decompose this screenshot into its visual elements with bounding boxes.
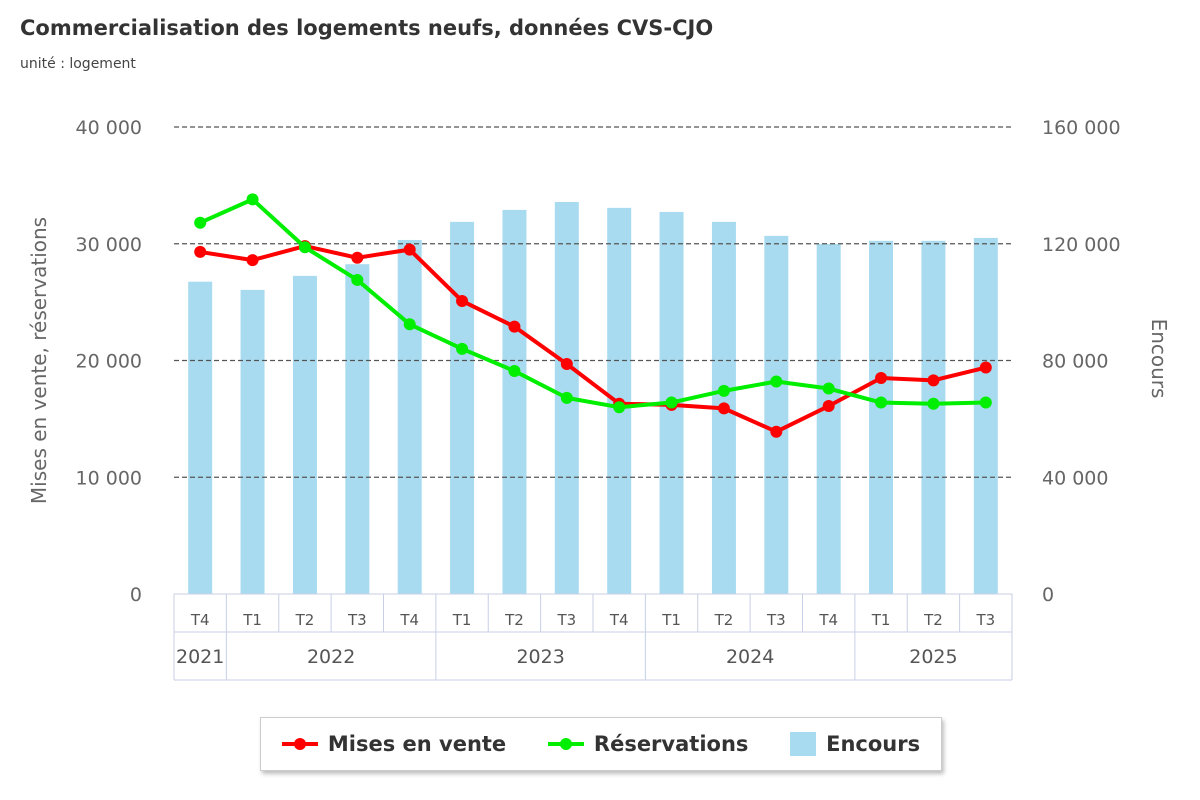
y-tick-label: 40 000 <box>76 117 142 139</box>
y-tick-label: 0 <box>130 584 142 606</box>
bar-encours <box>816 244 841 594</box>
x-tick-label: T1 <box>452 611 472 629</box>
point-reservations <box>351 273 364 286</box>
red-line-marker-icon <box>281 738 318 750</box>
point-reservations <box>770 375 783 388</box>
point-mises-en-vente <box>508 320 521 333</box>
legend-item-mises-en-vente[interactable]: Mises en vente <box>281 732 507 756</box>
point-reservations <box>665 396 678 409</box>
point-reservations <box>298 241 311 254</box>
x-tick-label: T2 <box>295 611 315 629</box>
green-line-marker-icon <box>547 738 584 750</box>
x-year-label: 2021 <box>176 646 224 668</box>
y-tick-label: 30 000 <box>76 234 142 256</box>
point-reservations <box>927 397 940 410</box>
bar-encours <box>188 281 213 594</box>
x-tick-label: T2 <box>504 611 524 629</box>
y-right-tick-label: 120 000 <box>1042 234 1121 256</box>
point-mises-en-vente <box>822 400 835 413</box>
x-tick-label: T2 <box>923 611 943 629</box>
point-reservations <box>613 401 626 414</box>
line-reservations <box>199 197 986 410</box>
bar-encours <box>397 239 422 594</box>
x-tick-label: T3 <box>975 611 995 629</box>
legend-item-encours[interactable]: Encours <box>790 732 920 756</box>
x-tick-label: T1 <box>871 611 891 629</box>
x-tick-label: T1 <box>242 611 262 629</box>
point-mises-en-vente <box>979 361 992 374</box>
x-year-label: 2023 <box>516 646 564 668</box>
blue-bar-swatch-icon <box>790 732 817 756</box>
point-reservations <box>194 216 207 229</box>
x-tick-label: T2 <box>714 611 734 629</box>
x-year-label: 2025 <box>909 646 957 668</box>
point-mises-en-vente <box>456 294 469 307</box>
point-reservations <box>246 193 259 206</box>
y-tick-label: 20 000 <box>76 351 142 373</box>
point-mises-en-vente <box>770 425 783 438</box>
y-axis-title: Mises en vente, réservations <box>27 217 51 504</box>
point-mises-en-vente <box>351 251 364 264</box>
x-year-label: 2022 <box>307 646 355 668</box>
point-reservations <box>979 396 992 409</box>
y-right-tick-label: 0 <box>1042 584 1054 606</box>
point-reservations <box>508 365 521 378</box>
x-tick-label: T3 <box>766 611 786 629</box>
legend-label: Mises en vente <box>327 732 507 756</box>
point-mises-en-vente <box>246 254 259 267</box>
bar-encours <box>973 237 998 594</box>
y-right-tick-label: 80 000 <box>1042 351 1108 373</box>
legend-item-reservations[interactable]: Réservations <box>547 732 749 756</box>
chart-subtitle: unité : logement <box>20 56 136 72</box>
point-reservations <box>875 396 888 409</box>
y-tick-label: 10 000 <box>76 467 142 489</box>
point-mises-en-vente <box>403 243 416 256</box>
legend: Mises en vente Réservations Encours <box>260 717 942 771</box>
x-tick-label: T3 <box>556 611 576 629</box>
line-mises-en-vente <box>199 244 987 434</box>
point-mises-en-vente <box>717 402 730 415</box>
bar-encours <box>869 240 894 595</box>
point-mises-en-vente <box>927 374 940 387</box>
point-reservations <box>560 391 573 404</box>
y-right-tick-label: 160 000 <box>1042 117 1121 139</box>
bar-encours <box>292 275 317 594</box>
x-tick-label: T1 <box>661 611 681 629</box>
bar-encours <box>450 221 475 594</box>
x-tick-label: T3 <box>347 611 367 629</box>
bar-encours <box>764 235 789 594</box>
point-reservations <box>822 382 835 395</box>
point-mises-en-vente <box>560 358 573 371</box>
bar-encours <box>502 209 527 594</box>
x-tick-label: T4 <box>818 611 838 629</box>
y-right-tick-label: 40 000 <box>1042 467 1108 489</box>
chart-title: Commercialisation des logements neufs, d… <box>20 16 714 40</box>
bar-encours <box>921 240 946 595</box>
x-year-label: 2024 <box>726 646 774 668</box>
x-tick-label: T4 <box>190 611 210 629</box>
y-right-axis-title: Encours <box>1147 319 1171 399</box>
point-mises-en-vente <box>875 372 888 385</box>
legend-label: Encours <box>826 732 921 756</box>
legend-label: Réservations <box>593 732 749 756</box>
point-reservations <box>403 318 416 331</box>
x-tick-label: T4 <box>609 611 629 629</box>
point-reservations <box>717 384 730 397</box>
bar-encours <box>345 264 370 594</box>
point-mises-en-vente <box>194 245 207 258</box>
point-reservations <box>456 342 469 355</box>
bar-encours <box>240 289 265 594</box>
x-tick-label: T4 <box>399 611 419 629</box>
